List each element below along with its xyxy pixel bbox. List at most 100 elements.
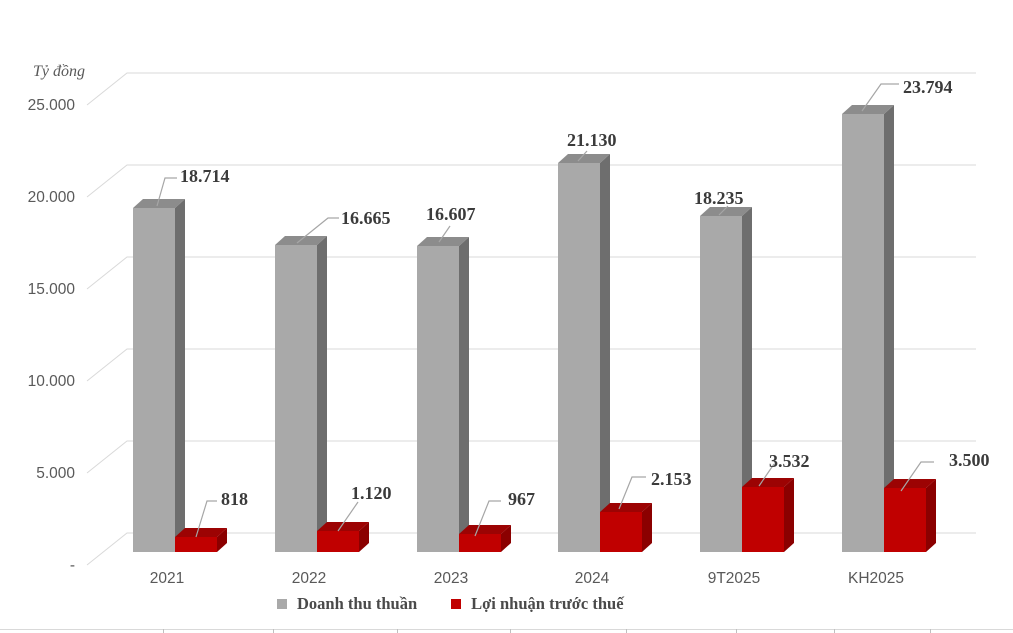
y-axis-tick-labels: 25.000 20.000 15.000 10.000 5.000 - (28, 97, 76, 574)
revenue-bar-front-face (842, 114, 884, 552)
category-label: 2022 (292, 570, 326, 587)
profit-data-label: 1.120 (351, 483, 392, 503)
gridlines-group (86, 72, 976, 566)
profit-label-leader-line (618, 476, 646, 510)
bottom-tick (163, 629, 164, 633)
revenue-data-label: 16.665 (341, 208, 391, 228)
profit-bar-side-face (217, 528, 227, 552)
profit-bar-side-face (926, 479, 936, 552)
revenue-bar-side-face (317, 236, 327, 552)
revenue-label-leader-line (861, 83, 899, 112)
profit-bar-top-face (742, 478, 794, 487)
revenue-label-leader-line (577, 150, 588, 162)
revenue-label-leader-line (718, 205, 729, 216)
profit-bar-side-face (784, 478, 794, 552)
profit-label-leader-line (195, 500, 217, 538)
revenue-data-label: 23.794 (903, 77, 953, 97)
gridline (86, 440, 976, 474)
bottom-tick (626, 629, 627, 633)
y-axis-tick-label: 10.000 (28, 373, 76, 390)
category-label: 9T2025 (708, 570, 761, 587)
profit-bar-front-face (600, 512, 642, 552)
legend: Doanh thu thuần Lợi nhuận trước thuế (277, 594, 624, 614)
profit-bar-top-face (884, 479, 936, 488)
y-axis-tick-label: 25.000 (28, 97, 76, 114)
revenue-bar-side-face (742, 207, 752, 552)
revenue-bar-front-face (417, 246, 459, 552)
category-label: 2021 (150, 570, 184, 587)
data-labels-group: 18.714 16.665 16.607 21.130 18.235 23.794 818 1… (180, 77, 990, 509)
gridline (86, 348, 976, 382)
revenue-label-leader-line (156, 177, 177, 207)
profit-bar-front-face (742, 487, 784, 552)
legend-item-profit: Lợi nhuận trước thuế (451, 594, 624, 614)
revenue-bar-side-face (175, 199, 185, 552)
profit-bar-top-face (459, 525, 511, 534)
profit-bar-front-face (175, 537, 217, 552)
revenue-bar-front-face (133, 208, 175, 552)
profit-data-label: 2.153 (651, 469, 692, 489)
legend-swatch-profit (451, 599, 462, 609)
profit-data-label: 967 (508, 489, 535, 509)
revenue-data-label: 16.607 (426, 204, 476, 224)
revenue-bar-side-face (884, 105, 894, 552)
revenue-bar-front-face (558, 163, 600, 552)
profit-bar-front-face (317, 531, 359, 552)
gridline (86, 256, 976, 290)
bottom-tick (510, 629, 511, 633)
profit-bar-front-face (459, 534, 501, 552)
legend-label-revenue: Doanh thu thuần (297, 594, 418, 613)
revenue-bar-top-face (842, 105, 894, 114)
bottom-divider-line (0, 629, 1013, 630)
profit-bar-side-face (359, 522, 369, 552)
revenue-bar-top-face (700, 207, 752, 216)
legend-item-revenue: Doanh thu thuần (277, 594, 417, 614)
revenue-bar-top-face (558, 154, 610, 163)
bottom-tick (273, 629, 274, 633)
profit-data-label: 818 (221, 489, 248, 509)
x-axis-category-labels: 2021 2022 2023 2024 9T2025 KH2025 (150, 570, 904, 587)
profit-bar-front-face (884, 488, 926, 552)
revenue-bar-front-face (700, 216, 742, 552)
legend-label-profit: Lợi nhuận trước thuế (471, 594, 624, 613)
revenue-data-label: 21.130 (567, 130, 617, 150)
gridline (86, 164, 976, 198)
bottom-tick (397, 629, 398, 633)
y-axis-tick-label: 15.000 (28, 281, 76, 298)
leader-lines-group (156, 83, 934, 538)
profit-bar-top-face (317, 522, 369, 531)
category-label: 2024 (575, 570, 610, 587)
profit-label-leader-line (758, 463, 775, 487)
y-axis-tick-label: 5.000 (36, 465, 75, 482)
profit-data-label: 3.500 (949, 450, 990, 470)
profit-label-leader-line (337, 501, 359, 532)
revenue-data-label: 18.714 (180, 166, 230, 186)
category-label: 2023 (434, 570, 468, 587)
profit-bar-side-face (642, 503, 652, 552)
revenue-bar-top-face (133, 199, 185, 208)
gridline (86, 72, 976, 106)
revenue-bar-side-face (459, 237, 469, 552)
gridline (86, 532, 976, 566)
profit-label-leader-line (900, 461, 934, 492)
bottom-tick (930, 629, 931, 633)
y-axis-tick-label: - (70, 557, 75, 574)
revenue-label-leader-line (438, 225, 451, 243)
profit-bar-top-face (600, 503, 652, 512)
profit-label-leader-line (474, 500, 501, 537)
bottom-tick (736, 629, 737, 633)
y-axis-unit-label: Tỷ đồng (33, 63, 85, 80)
revenue-data-label: 18.235 (694, 188, 744, 208)
revenue-bar-side-face (600, 154, 610, 552)
bottom-tick (834, 629, 835, 633)
revenue-bar-front-face (275, 245, 317, 552)
revenue-bar-top-face (417, 237, 469, 246)
legend-swatch-revenue (277, 599, 287, 609)
bars-group (133, 105, 936, 552)
category-label: KH2025 (848, 570, 904, 587)
profit-bar-top-face (175, 528, 227, 537)
y-axis-tick-label: 20.000 (28, 189, 76, 206)
revenue-label-leader-line (296, 217, 339, 244)
